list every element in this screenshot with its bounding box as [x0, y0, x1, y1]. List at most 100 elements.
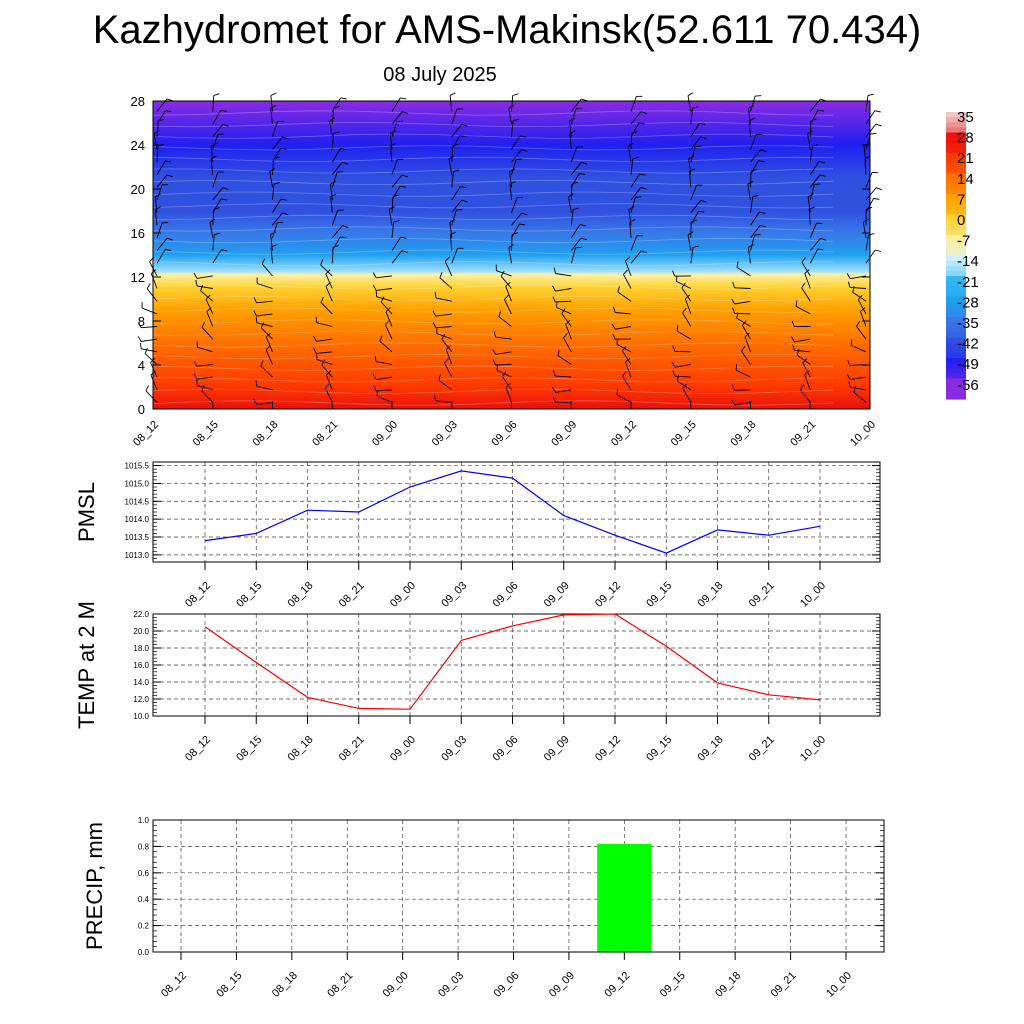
x-tick-label: 09_09	[547, 970, 577, 1000]
wind-barb-flag	[575, 246, 582, 249]
wind-barb-staff	[690, 146, 696, 163]
wind-barb-staff	[563, 337, 572, 353]
wind-barb-staff	[676, 280, 691, 289]
wind-barb-flag	[492, 359, 496, 366]
wind-barb-staff	[508, 108, 512, 125]
wind-barb-staff	[451, 186, 461, 201]
wind-barb-staff	[511, 159, 517, 175]
wind-barb-staff	[734, 287, 751, 289]
wind-barb-staff	[736, 317, 751, 327]
wind-barb-staff	[141, 307, 158, 315]
wind-barb-staff	[630, 187, 642, 201]
wind-barb-staff	[265, 336, 273, 352]
wind-barb-flag	[640, 111, 647, 115]
wind-barb-flag	[313, 347, 317, 354]
wind-barb-flag	[166, 98, 173, 102]
wind-barb-flag	[384, 319, 390, 325]
x-tick-label: 09_12	[593, 734, 623, 764]
colorbar-shade	[946, 188, 966, 195]
wind-barb-staff	[270, 234, 273, 251]
wind-barb-staff	[687, 234, 692, 251]
wind-barb-staff	[210, 158, 214, 175]
wind-barb-staff	[689, 171, 692, 188]
plot-frame	[152, 613, 881, 717]
wind-barb-staff	[503, 299, 512, 315]
wind-barb-staff	[156, 160, 166, 175]
wind-barb-staff	[256, 401, 273, 406]
wind-barb-flag	[521, 212, 528, 216]
wind-barb-flag	[521, 149, 528, 152]
wind-barb-flag	[750, 168, 757, 172]
wind-barb-staff	[615, 312, 632, 315]
wind-barb-staff	[380, 301, 393, 315]
wind-barb-staff	[568, 196, 572, 213]
colorbar-shade	[946, 158, 966, 164]
y-tick-label: 12.0	[133, 695, 149, 704]
x-tick-label: 09_09	[549, 419, 579, 449]
wind-barb-staff	[674, 363, 691, 368]
y-tick-label: 1015.0	[125, 479, 150, 488]
wind-barb-staff	[616, 394, 632, 403]
wind-barb-staff	[331, 210, 339, 226]
wind-barb-flag	[552, 387, 556, 393]
wind-barb-staff	[201, 326, 214, 340]
wind-barb-flag	[260, 360, 264, 367]
wind-barb-flag	[449, 218, 456, 223]
wind-barb-flag	[632, 156, 639, 160]
wind-barb-staff	[555, 389, 572, 393]
wind-barb-staff	[385, 311, 393, 327]
wind-barb-staff	[735, 369, 751, 378]
wind-barb-flag	[340, 97, 347, 100]
wind-barb-flag	[315, 316, 318, 323]
wind-barb-staff	[690, 123, 700, 138]
wind-barb-staff	[435, 326, 452, 329]
wind-barb-staff	[690, 211, 699, 226]
colorbar-shade	[946, 311, 966, 318]
y-axis-label: PRECIP, mm	[82, 822, 107, 950]
colorbar-shade	[946, 240, 966, 246]
colorbar-shade	[946, 163, 966, 169]
wind-barb-flag	[401, 111, 408, 114]
wind-barb-staff	[272, 158, 275, 175]
wind-barb-staff	[809, 238, 821, 251]
wind-barb-staff	[205, 299, 214, 315]
wind-barb-flag	[640, 186, 647, 190]
wind-barb-staff	[556, 307, 572, 315]
y-tick-label: 1015.5	[125, 462, 150, 471]
wind-barb-staff	[212, 198, 222, 213]
wind-barb-staff	[270, 95, 273, 112]
wind-barb-staff	[144, 353, 158, 365]
wind-barb-staff	[265, 349, 273, 365]
x-tick-label: 08_15	[214, 970, 244, 1000]
y-tick-label: 0.0	[138, 948, 150, 957]
contour-line	[152, 365, 834, 371]
wind-barb-flag	[818, 109, 825, 112]
wind-barb-staff	[156, 249, 166, 264]
wind-barb-flag	[444, 256, 450, 262]
wind-barb-flag	[682, 307, 687, 314]
wind-barb-staff	[622, 375, 632, 391]
wind-barb-staff	[630, 96, 637, 112]
wind-barb-flag	[321, 359, 325, 366]
x-tick-label: 09_09	[542, 580, 572, 610]
wind-barb-flag	[552, 396, 556, 403]
wind-barb-staff	[444, 261, 453, 277]
wind-barb-staff	[196, 376, 213, 380]
wind-barb-staff	[801, 287, 811, 302]
wind-barb-staff	[750, 95, 756, 112]
x-tick-label: 08_15	[234, 734, 264, 764]
wind-barb-staff	[736, 267, 751, 277]
colorbar-label: 14	[957, 171, 974, 188]
x-tick-label: 09_00	[381, 970, 411, 1000]
wind-barb-staff	[682, 388, 692, 403]
wind-barb-flag	[552, 296, 556, 303]
wind-barb-flag	[622, 371, 627, 377]
colorbar-shade	[946, 306, 966, 313]
colorbar-shade	[946, 327, 966, 333]
wind-barb-flag	[508, 104, 515, 109]
wind-barb-flag	[155, 193, 161, 198]
wind-barb-staff	[555, 288, 572, 292]
wind-barb-flag	[563, 332, 568, 339]
wind-barb-staff	[141, 338, 158, 342]
wind-barb-staff	[391, 236, 402, 251]
